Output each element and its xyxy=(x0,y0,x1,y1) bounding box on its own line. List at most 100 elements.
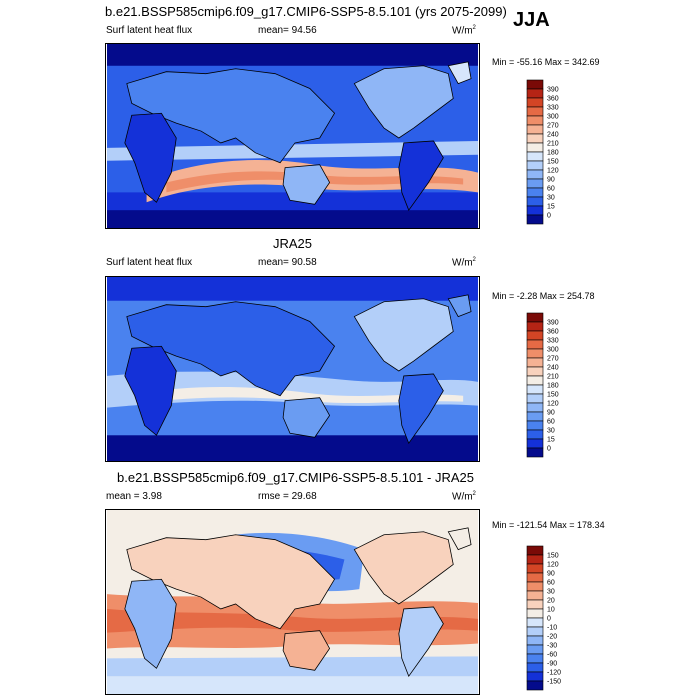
colorbar-tick-label: 30 xyxy=(547,195,555,202)
colorbar-box xyxy=(526,393,544,404)
panel-3-mean: mean = 3.98 xyxy=(106,491,162,502)
colorbar-tick-label: 150 xyxy=(547,159,559,166)
colorbar-tick-label: 60 xyxy=(547,580,555,587)
colorbar-tick-label: 120 xyxy=(547,168,559,175)
colorbar-box xyxy=(526,617,544,628)
colorbar-tick-label: 0 xyxy=(547,616,551,623)
colorbar-box xyxy=(526,348,544,359)
colorbar-tick-label: 270 xyxy=(547,356,559,363)
panel-3-rmse: rmse = 29.68 xyxy=(258,491,317,502)
colorbar-tick-label: 120 xyxy=(547,562,559,569)
colorbar-box xyxy=(526,447,544,458)
colorbar-box xyxy=(526,608,544,619)
colorbar-box xyxy=(526,590,544,601)
colorbar-box xyxy=(526,169,544,180)
colorbar-tick-label: 360 xyxy=(547,329,559,336)
colorbar-box xyxy=(526,205,544,216)
colorbar-tick-label: -90 xyxy=(547,661,557,668)
colorbar-tick-label: 0 xyxy=(547,213,551,220)
panel-3-title: b.e21.BSSP585cmip6.f09_g17.CMIP6-SSP5-8.… xyxy=(117,470,474,485)
colorbar-tick-label: 330 xyxy=(547,338,559,345)
panel-2-map xyxy=(105,276,480,462)
colorbar-tick-label: -20 xyxy=(547,634,557,641)
colorbar-box xyxy=(526,402,544,413)
colorbar-tick-label: 120 xyxy=(547,401,559,408)
panel-1-variable: Surf latent heat flux xyxy=(106,25,193,36)
colorbar-box xyxy=(526,142,544,153)
season-label: JJA xyxy=(513,9,550,31)
colorbar-box xyxy=(526,581,544,592)
colorbar-tick-label: -120 xyxy=(547,670,561,677)
colorbar-tick-label: -60 xyxy=(547,652,557,659)
colorbar-box xyxy=(526,626,544,637)
colorbar-tick-label: 90 xyxy=(547,410,555,417)
colorbar-tick-label: 210 xyxy=(547,374,559,381)
colorbar-box xyxy=(526,124,544,135)
colorbar-tick-label: 210 xyxy=(547,141,559,148)
colorbar-tick-label: 330 xyxy=(547,105,559,112)
colorbar-tick-label: 20 xyxy=(547,598,555,605)
colorbar-box xyxy=(526,545,544,556)
colorbar-box xyxy=(526,330,544,341)
colorbar-tick-label: -10 xyxy=(547,625,557,632)
colorbar-box xyxy=(526,384,544,395)
colorbar-tick-label: 60 xyxy=(547,419,555,426)
colorbar-box xyxy=(526,133,544,144)
colorbar-box xyxy=(526,321,544,332)
colorbar-tick-label: 30 xyxy=(547,589,555,596)
colorbar-tick-label: 360 xyxy=(547,96,559,103)
colorbar-box xyxy=(526,653,544,664)
panel-1-units: W/m2 xyxy=(452,25,476,37)
colorbar-tick-label: 150 xyxy=(547,392,559,399)
panel-3-minmax: Min = -121.54 Max = 178.34 xyxy=(492,520,605,530)
colorbar-tick-label: 240 xyxy=(547,132,559,139)
colorbar-tick-label: -30 xyxy=(547,643,557,650)
colorbar-tick-label: 240 xyxy=(547,365,559,372)
colorbar-tick-label: 390 xyxy=(547,87,559,94)
colorbar-box xyxy=(526,79,544,90)
colorbar-box xyxy=(526,115,544,126)
colorbar-box xyxy=(526,357,544,368)
colorbar-box xyxy=(526,644,544,655)
colorbar-box xyxy=(526,671,544,682)
colorbar-tick-label: -150 xyxy=(547,679,561,686)
colorbar-box xyxy=(526,680,544,691)
colorbar-tick-label: 10 xyxy=(547,607,555,614)
colorbar-box xyxy=(526,375,544,386)
colorbar-tick-label: 90 xyxy=(547,571,555,578)
panel-1-title: b.e21.BSSP585cmip6.f09_g17.CMIP6-SSP5-8.… xyxy=(105,4,507,19)
colorbar-box xyxy=(526,97,544,108)
colorbar-tick-label: 30 xyxy=(547,428,555,435)
panel-3-units: W/m2 xyxy=(452,491,476,503)
colorbar-tick-label: 0 xyxy=(547,446,551,453)
colorbar-box xyxy=(526,599,544,610)
colorbar-box xyxy=(526,411,544,422)
colorbar-box xyxy=(526,420,544,431)
colorbar-box xyxy=(526,572,544,583)
colorbar-tick-label: 90 xyxy=(547,177,555,184)
panel-1-minmax: Min = -55.16 Max = 342.69 xyxy=(492,57,600,67)
colorbar-box xyxy=(526,312,544,323)
panel-2-title: JRA25 xyxy=(273,236,313,251)
colorbar-tick-label: 180 xyxy=(547,150,559,157)
colorbar-tick-label: 390 xyxy=(547,320,559,327)
colorbar-box xyxy=(526,88,544,99)
colorbar-box xyxy=(526,160,544,171)
colorbar-tick-label: 15 xyxy=(547,204,555,211)
panel-1-map xyxy=(105,43,480,229)
colorbar-tick-label: 60 xyxy=(547,186,555,193)
colorbar-box xyxy=(526,635,544,646)
colorbar-tick-label: 300 xyxy=(547,347,559,354)
panel-2-variable: Surf latent heat flux xyxy=(106,257,193,268)
colorbar-box xyxy=(526,563,544,574)
colorbar-box xyxy=(526,366,544,377)
colorbar-tick-label: 270 xyxy=(547,123,559,130)
colorbar-tick-label: 150 xyxy=(547,553,559,560)
panel-1-mean: mean= 94.56 xyxy=(258,25,317,36)
colorbar-box xyxy=(526,196,544,207)
colorbar-tick-label: 300 xyxy=(547,114,559,121)
colorbar-box xyxy=(526,339,544,350)
panel-2-mean: mean= 90.58 xyxy=(258,257,317,268)
